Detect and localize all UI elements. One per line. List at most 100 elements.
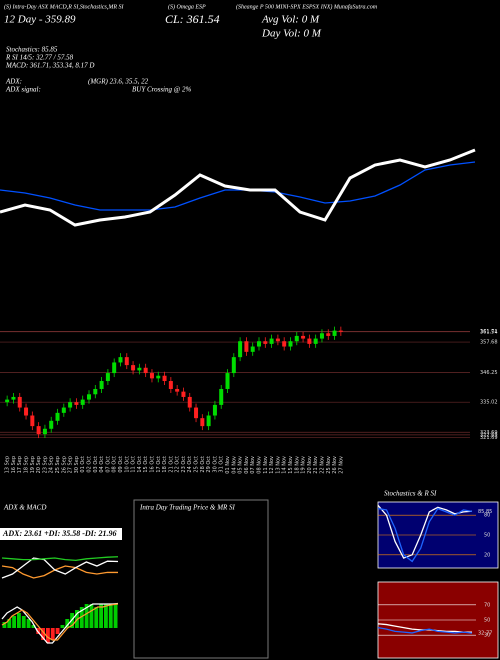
- y-tick-label: 323.69: [480, 430, 498, 436]
- header-text: (S) Intra-Day ASX MACD,R SI,Stochastics,…: [4, 3, 125, 10]
- candle-body: [288, 341, 293, 347]
- histogram-bar: [50, 628, 55, 640]
- x-tick-label: 01 Nov: [225, 456, 231, 474]
- x-tick-label: 19 Nov: [301, 456, 307, 474]
- header-text: (S) Omega ESP: [168, 3, 206, 10]
- candle-body: [238, 341, 243, 358]
- histogram-bar: [21, 616, 26, 628]
- candle-body: [168, 381, 173, 389]
- y-tick-label: 30: [484, 633, 490, 639]
- histogram-bar: [12, 616, 16, 628]
- histogram-bar: [60, 625, 65, 628]
- x-tick-label: 06 Nov: [244, 456, 250, 474]
- histogram-bar: [2, 622, 7, 628]
- y-tick-label: 361.54: [480, 329, 498, 335]
- x-tick-label: 18 Oct: [162, 456, 168, 473]
- x-tick-label: 12 Nov: [269, 456, 275, 474]
- x-tick-label: 04 Oct: [99, 456, 105, 473]
- histogram-bar: [7, 619, 12, 628]
- x-tick-label: 18 Sep: [24, 456, 30, 473]
- panel-subtitle: ADX: 23.61 +DI: 35.58 -DI: 21.96: [2, 529, 116, 538]
- histogram-bar: [108, 604, 113, 628]
- histogram-bar: [36, 628, 41, 634]
- candle-body: [200, 418, 205, 427]
- candle-body: [24, 407, 29, 416]
- candle-body: [181, 391, 186, 397]
- stat-text: ADX:: [5, 78, 22, 86]
- series-line: [1, 556, 119, 562]
- candle-body: [263, 341, 268, 344]
- x-tick-label: 09 Oct: [118, 456, 124, 473]
- candle-body: [275, 338, 280, 342]
- candle-body: [269, 338, 274, 344]
- y-tick-label: 335.02: [480, 400, 498, 406]
- x-tick-label: 25 Sep: [55, 456, 61, 473]
- candle-body: [87, 394, 91, 400]
- x-tick-label: 17 Oct: [156, 456, 162, 473]
- x-tick-label: 24 Sep: [49, 456, 55, 473]
- series-line: [0, 161, 476, 211]
- series-line: [0, 148, 476, 227]
- x-tick-label: 30 Sep: [74, 456, 80, 473]
- y-tick-label: 357.68: [480, 340, 498, 346]
- x-tick-label: 23 Oct: [181, 456, 187, 473]
- x-tick-label: 21 Nov: [313, 456, 319, 474]
- candle-body: [99, 381, 104, 389]
- stat-text: BUY Crossing @ 2%: [132, 86, 191, 94]
- x-tick-label: 03 Oct: [93, 456, 99, 473]
- candle-body: [231, 357, 236, 374]
- x-tick-label: 21 Oct: [168, 456, 174, 473]
- x-tick-label: 29 Oct: [206, 456, 212, 473]
- candle-body: [30, 415, 35, 427]
- last-value-label: 85.85: [478, 509, 492, 515]
- panel-title: ADX & MACD: [3, 504, 46, 512]
- panel-title: Stochastics & R SI: [384, 490, 437, 498]
- candle-body: [17, 396, 22, 408]
- histogram-bar: [41, 628, 45, 640]
- x-tick-label: 13 Sep: [5, 456, 11, 473]
- x-tick-label: 16 Oct: [149, 456, 155, 473]
- candle-body: [131, 365, 136, 371]
- x-tick-label: 22 Nov: [319, 456, 325, 474]
- candle-body: [156, 375, 161, 379]
- candle-body: [149, 373, 154, 379]
- x-tick-label: 15 Oct: [143, 456, 149, 473]
- header-value: Avg Vol: 0 M: [261, 14, 320, 26]
- histogram-bar: [65, 619, 70, 628]
- y-tick-label: 361.71: [480, 329, 498, 335]
- candle-body: [124, 357, 129, 366]
- x-tick-label: 10 Oct: [124, 456, 130, 473]
- x-tick-label: 08 Oct: [112, 456, 118, 473]
- candle-body: [257, 341, 261, 347]
- intraday-frame: [133, 499, 269, 659]
- y-tick-label: 80: [484, 513, 490, 519]
- candle-body: [55, 412, 60, 421]
- candle-body: [225, 373, 230, 389]
- candle-body: [68, 402, 73, 408]
- y-tick-label: 321.69: [480, 435, 498, 441]
- histogram-bar: [84, 604, 89, 628]
- x-tick-label: 19 Sep: [30, 456, 36, 473]
- y-tick-label: 346.25: [480, 370, 498, 376]
- series-line: [1, 603, 119, 641]
- candle-body: [187, 396, 192, 408]
- candle-body: [11, 396, 16, 400]
- x-tick-label: 23 Sep: [42, 456, 48, 473]
- candle-body: [319, 333, 324, 339]
- stat-text: Stochastics: 85.85: [6, 46, 58, 54]
- x-tick-label: 28 Oct: [200, 456, 206, 473]
- x-tick-label: 07 Nov: [250, 456, 256, 474]
- x-tick-label: 25 Nov: [326, 456, 332, 474]
- x-tick-label: 26 Nov: [332, 456, 338, 474]
- x-tick-label: 04 Nov: [231, 456, 237, 474]
- series-line: [377, 626, 473, 634]
- candle-body: [36, 426, 41, 435]
- x-tick-label: 01 Oct: [80, 456, 86, 473]
- stat-text: MACD: 361.71, 353.34, 8.17 D: [5, 62, 94, 70]
- candle-body: [118, 357, 123, 363]
- candle-body: [326, 333, 331, 336]
- candle-body: [137, 367, 142, 371]
- candle-body: [206, 415, 211, 427]
- candle-body: [301, 335, 306, 339]
- x-tick-label: 14 Oct: [137, 456, 143, 473]
